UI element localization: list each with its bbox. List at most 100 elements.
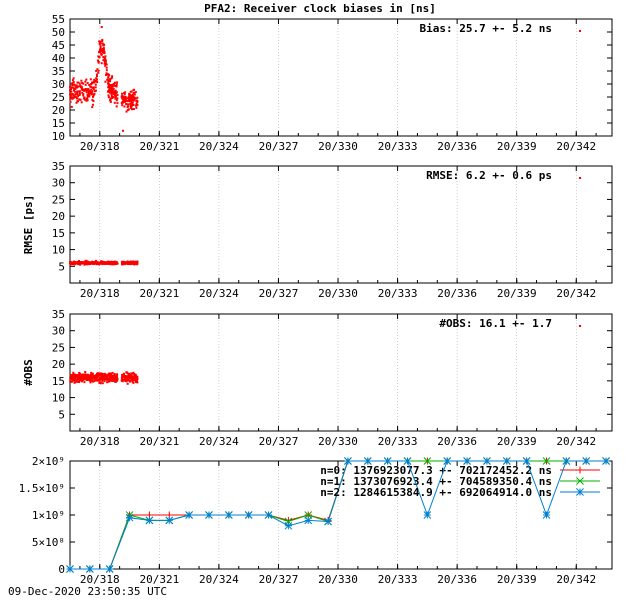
data-point <box>131 99 134 102</box>
data-point <box>90 93 93 96</box>
data-point <box>129 95 132 98</box>
data-point <box>78 91 81 94</box>
data-point <box>111 374 114 377</box>
data-point <box>107 76 110 79</box>
timestamp: 09-Dec-2020 23:50:35 UTC <box>8 585 167 598</box>
data-point <box>79 98 82 101</box>
series-marker <box>85 565 94 573</box>
data-point <box>77 262 80 265</box>
data-point <box>89 92 92 94</box>
data-point <box>88 91 91 94</box>
panel-rmse: 20/318 20/321 20/324 20/327 20/330 20/333 20/3… <box>22 160 613 300</box>
data-point <box>95 374 97 377</box>
data-point <box>90 262 93 265</box>
marker-stroke <box>304 516 313 525</box>
data-point <box>111 95 113 98</box>
data-point <box>96 372 99 375</box>
y-tick-label: 5 <box>58 408 65 421</box>
y-tick-label: 0 <box>58 563 65 576</box>
data-point <box>103 43 106 46</box>
data-point <box>98 40 101 43</box>
data-point <box>84 371 87 373</box>
data-point <box>132 377 135 380</box>
x-tick-label: 20/318 <box>80 573 120 585</box>
data-point <box>125 371 128 374</box>
data-point <box>114 81 116 84</box>
data-point <box>72 86 75 89</box>
data-point <box>130 378 133 381</box>
data-point <box>76 85 79 88</box>
data-point <box>130 100 132 103</box>
data-point <box>130 105 133 108</box>
x-tick-label: 20/324 <box>199 140 239 153</box>
data-point <box>71 97 74 100</box>
y-tick-label: 25 <box>52 341 65 354</box>
series-marker <box>344 457 352 465</box>
data-point <box>110 261 113 264</box>
x-tick-label: 20/336 <box>437 573 477 585</box>
data-point <box>82 94 85 97</box>
x-tick-label: 20/339 <box>497 140 537 153</box>
data-point <box>99 378 102 381</box>
x-tick-label: 20/336 <box>437 140 477 153</box>
data-point <box>95 263 98 266</box>
data-point <box>86 93 89 96</box>
data-point <box>83 381 86 384</box>
data-point <box>98 56 101 59</box>
data-point <box>101 379 104 382</box>
marker-stroke <box>363 457 372 465</box>
data-point <box>83 373 85 376</box>
data-point <box>110 84 112 87</box>
y-tick-label: 55 <box>52 13 65 26</box>
data-point <box>80 79 83 82</box>
data-point <box>81 261 84 264</box>
data-point <box>92 94 95 97</box>
data-point <box>91 377 94 380</box>
series-marker <box>522 457 531 465</box>
y-tick-label: 35 <box>52 308 65 321</box>
x-tick-label: 20/324 <box>199 435 239 448</box>
marker-stroke <box>324 517 332 526</box>
y-tick-label: 1×10⁹ <box>32 509 65 522</box>
data-point <box>131 378 134 381</box>
data-point <box>135 104 137 107</box>
data-point <box>131 377 134 380</box>
data-point <box>136 100 139 103</box>
data-point <box>131 95 134 97</box>
marker-stroke <box>463 457 471 465</box>
data-point <box>71 82 74 85</box>
data-point <box>70 86 73 89</box>
data-point <box>131 380 134 383</box>
data-point <box>88 379 91 382</box>
data-point <box>100 26 103 28</box>
data-point <box>105 63 107 66</box>
data-point <box>74 378 77 381</box>
data-point <box>85 78 88 81</box>
data-point <box>74 86 77 89</box>
data-point <box>115 95 117 97</box>
data-point <box>95 376 97 379</box>
data-point <box>126 382 129 385</box>
y-tick-label: 15 <box>52 375 65 388</box>
data-point <box>130 107 133 110</box>
y-tick-label: 35 <box>52 160 65 173</box>
data-point <box>78 82 81 85</box>
y-tick-label: 15 <box>52 227 65 240</box>
data-point <box>112 376 115 379</box>
data-point <box>90 371 93 374</box>
x-tick-label: 20/336 <box>437 287 477 300</box>
data-point <box>91 106 94 109</box>
data-point <box>127 103 130 106</box>
data-point <box>93 377 96 380</box>
data-point <box>99 48 101 51</box>
data-point <box>130 101 133 104</box>
data-point <box>78 381 81 383</box>
data-point <box>133 88 135 91</box>
data-point <box>116 94 119 97</box>
data-point <box>111 87 114 90</box>
data-point <box>107 96 110 99</box>
series-marker <box>125 513 134 522</box>
marker-stroke <box>542 457 551 465</box>
x-tick-label: 20/318 <box>80 140 120 153</box>
x-tick-label: 20/327 <box>259 573 299 585</box>
